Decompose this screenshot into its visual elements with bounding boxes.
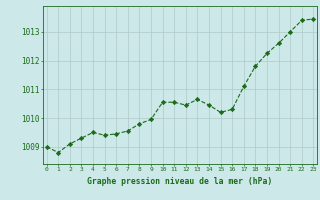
X-axis label: Graphe pression niveau de la mer (hPa): Graphe pression niveau de la mer (hPa) <box>87 177 273 186</box>
